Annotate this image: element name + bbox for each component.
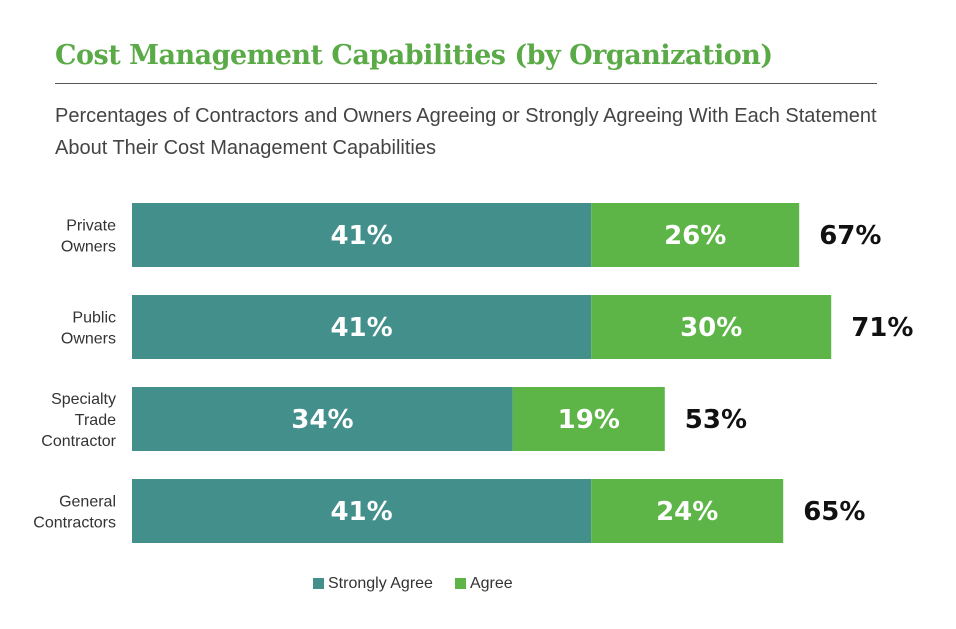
total-label: 53%: [685, 405, 747, 435]
bar-segment: [591, 479, 784, 543]
data-label: 34%: [291, 405, 353, 435]
data-label: 41%: [330, 313, 392, 343]
category-label: Specialty: [51, 391, 116, 408]
category-label: Private: [66, 218, 116, 235]
data-label: 26%: [664, 221, 726, 251]
total-label: 67%: [819, 221, 881, 251]
category-label: Owners: [61, 331, 116, 348]
bar-segment: [512, 387, 665, 451]
data-label: 41%: [330, 221, 392, 251]
category-label: General: [59, 494, 116, 511]
total-label: 71%: [851, 313, 913, 343]
data-label: 24%: [656, 497, 718, 527]
category-label: Contractors: [33, 515, 116, 532]
bar-segment: [132, 203, 592, 267]
category-label: Public: [72, 310, 116, 327]
data-label: 41%: [330, 497, 392, 527]
total-label: 65%: [803, 497, 865, 527]
legend-label: Strongly Agree: [328, 575, 433, 592]
category-label: Contractor: [41, 433, 116, 450]
legend-swatch: [313, 578, 324, 589]
data-label: 19%: [558, 405, 620, 435]
data-label: 30%: [680, 313, 742, 343]
bar-segment: [132, 387, 513, 451]
legend-label: Agree: [469, 575, 513, 592]
chart-title: Cost Management Capabilities (by Organiz…: [55, 40, 773, 71]
chart-subtitle: Percentages of Contractors and Owners Ag…: [55, 105, 877, 159]
category-label: Trade: [75, 412, 116, 429]
legend-item-agree: Agree: [454, 575, 513, 593]
bar-segment: [132, 295, 592, 359]
legend: Strongly Agree Agree: [313, 575, 513, 593]
legend-item-strongly-agree: Strongly Agree: [313, 575, 433, 593]
bar-segment: [591, 295, 832, 359]
bar-segment: [591, 203, 800, 267]
bar-segment: [132, 479, 592, 543]
category-label: Owners: [61, 239, 116, 256]
title-divider: [55, 83, 877, 84]
legend-swatch: [454, 578, 466, 589]
